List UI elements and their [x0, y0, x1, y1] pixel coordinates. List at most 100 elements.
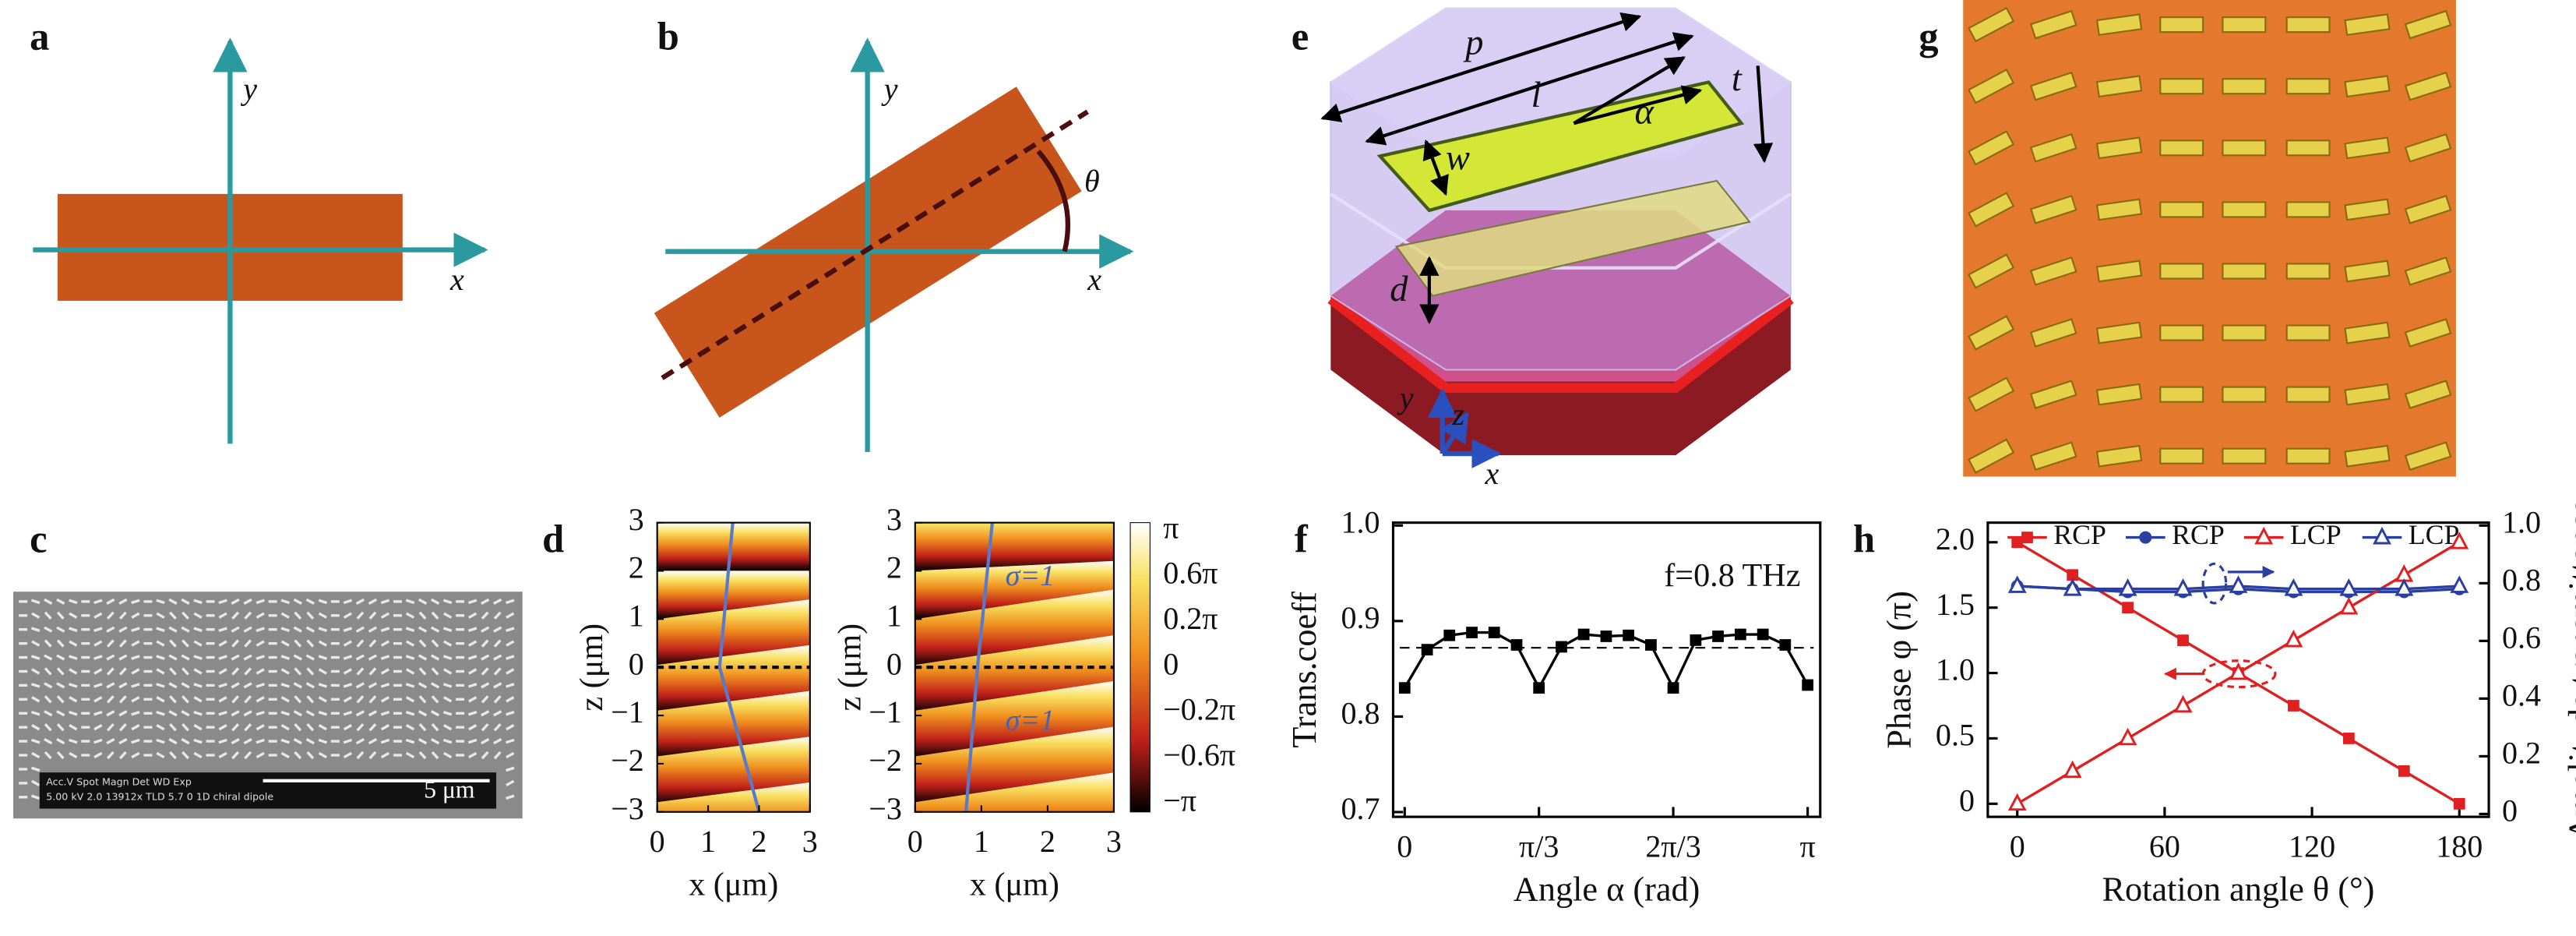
marker: [2229, 662, 2248, 680]
legend-label: RCP: [2172, 519, 2225, 550]
sem-dipole: [431, 667, 439, 676]
sem-dipole: [493, 737, 502, 745]
marker: [2398, 765, 2410, 777]
sem-dipole: [44, 654, 53, 661]
sem-dipole: [380, 738, 390, 744]
sem-dipole: [106, 598, 115, 605]
marker: [1802, 679, 1814, 691]
sem-dipole: [56, 598, 65, 605]
sem-dipole: [193, 724, 203, 731]
micro-dipole: [2095, 75, 2143, 98]
sem-dipole: [206, 683, 215, 687]
y-tick-label: 2.0: [1936, 521, 1975, 556]
axis-label: x (μm): [970, 866, 1059, 902]
y2-tick-label: 0.8: [2502, 563, 2541, 598]
micro-dipole: [2285, 78, 2331, 95]
marker: [2177, 634, 2189, 646]
sem-dipole: [231, 611, 240, 620]
sem-dipole: [30, 683, 41, 688]
sem-dipole: [168, 737, 178, 745]
marker: [2173, 694, 2193, 713]
sem-dipole: [393, 726, 402, 729]
sem-dipole: [143, 712, 153, 715]
sem-dipole: [493, 695, 502, 704]
micro-dipole: [2095, 383, 2143, 406]
sem-dipole: [69, 710, 78, 716]
sem-dipole: [143, 600, 153, 603]
micro-dipole: [2344, 136, 2391, 160]
x-tick-label: 3: [1106, 824, 1122, 859]
micro-dipole: [2095, 260, 2143, 283]
sem-dipole: [393, 740, 402, 743]
sem-dipole: [293, 682, 302, 689]
sem-dipole: [330, 600, 340, 603]
sem-dipole: [206, 726, 215, 729]
sem-dipole: [30, 599, 41, 605]
x-tick-label: 2π/3: [1645, 828, 1700, 864]
legend-marker: [2021, 532, 2033, 543]
sem-dipole: [380, 640, 390, 647]
axis-label: y: [240, 71, 257, 106]
sem-dipole: [368, 737, 378, 745]
sem-dipole: [143, 669, 153, 673]
panel-label: b: [657, 14, 679, 58]
panel-label: c: [30, 517, 47, 561]
sem-dipole: [56, 751, 65, 760]
sem-dipole: [181, 626, 190, 633]
sem-dipole: [231, 626, 240, 633]
sem-dipole: [356, 751, 365, 760]
sem-dipole: [393, 600, 402, 603]
sem-dipole: [255, 751, 265, 759]
sem-dipole: [143, 683, 153, 687]
micro-dipole: [2404, 256, 2452, 286]
sem-dipole: [343, 683, 353, 688]
sem-dipole: [156, 599, 165, 605]
sem-dipole: [143, 726, 153, 729]
sem-dipole: [169, 611, 177, 620]
axis-label: x (μm): [689, 866, 778, 902]
beam-path: [964, 522, 995, 812]
sem-dipole: [131, 612, 140, 619]
sem-dipole: [81, 628, 90, 631]
sem-dipole: [131, 640, 140, 647]
legend-marker: [2139, 531, 2152, 544]
sem-dipole: [81, 712, 90, 715]
sem-dipole: [31, 668, 41, 675]
sem-dipole: [243, 626, 252, 633]
marker: [2007, 575, 2027, 593]
sem-dipole: [493, 722, 502, 732]
x-tick-label: 3: [802, 824, 818, 859]
sem-dipole: [69, 668, 78, 675]
marker: [2118, 727, 2137, 746]
sem-dipole: [431, 639, 439, 648]
sem-dipole: [81, 669, 90, 673]
sem-dipole: [368, 722, 377, 732]
sem-dipole: [118, 611, 127, 620]
sem-dipole: [305, 598, 315, 605]
sem-dipole: [468, 724, 477, 731]
sem-dipole: [81, 655, 90, 659]
sem-dipole: [44, 722, 52, 732]
sem-dipole: [456, 628, 465, 631]
sem-dipole: [181, 682, 190, 689]
sem-dipole: [143, 698, 153, 701]
sem-dipole: [506, 683, 515, 688]
sem-dipole: [206, 698, 215, 701]
sem-dipole: [306, 611, 315, 620]
sem-dipole: [44, 667, 52, 676]
sem-dipole: [181, 751, 189, 760]
sem-dipole: [218, 655, 227, 660]
sem-dipole: [456, 641, 465, 645]
sem-dipole: [355, 682, 365, 689]
sem-dipole: [181, 639, 189, 648]
sem-dipole: [31, 640, 41, 647]
sem-dipole: [393, 698, 402, 701]
marker: [2284, 629, 2303, 648]
sem-dipole: [306, 751, 315, 760]
sem-dipole: [193, 683, 203, 688]
sem-dipole: [93, 612, 103, 619]
sem-dipole: [405, 710, 415, 716]
sem-dipole: [81, 698, 90, 701]
z-tick-label: 0: [886, 646, 902, 681]
dim-label: t: [1732, 59, 1743, 99]
